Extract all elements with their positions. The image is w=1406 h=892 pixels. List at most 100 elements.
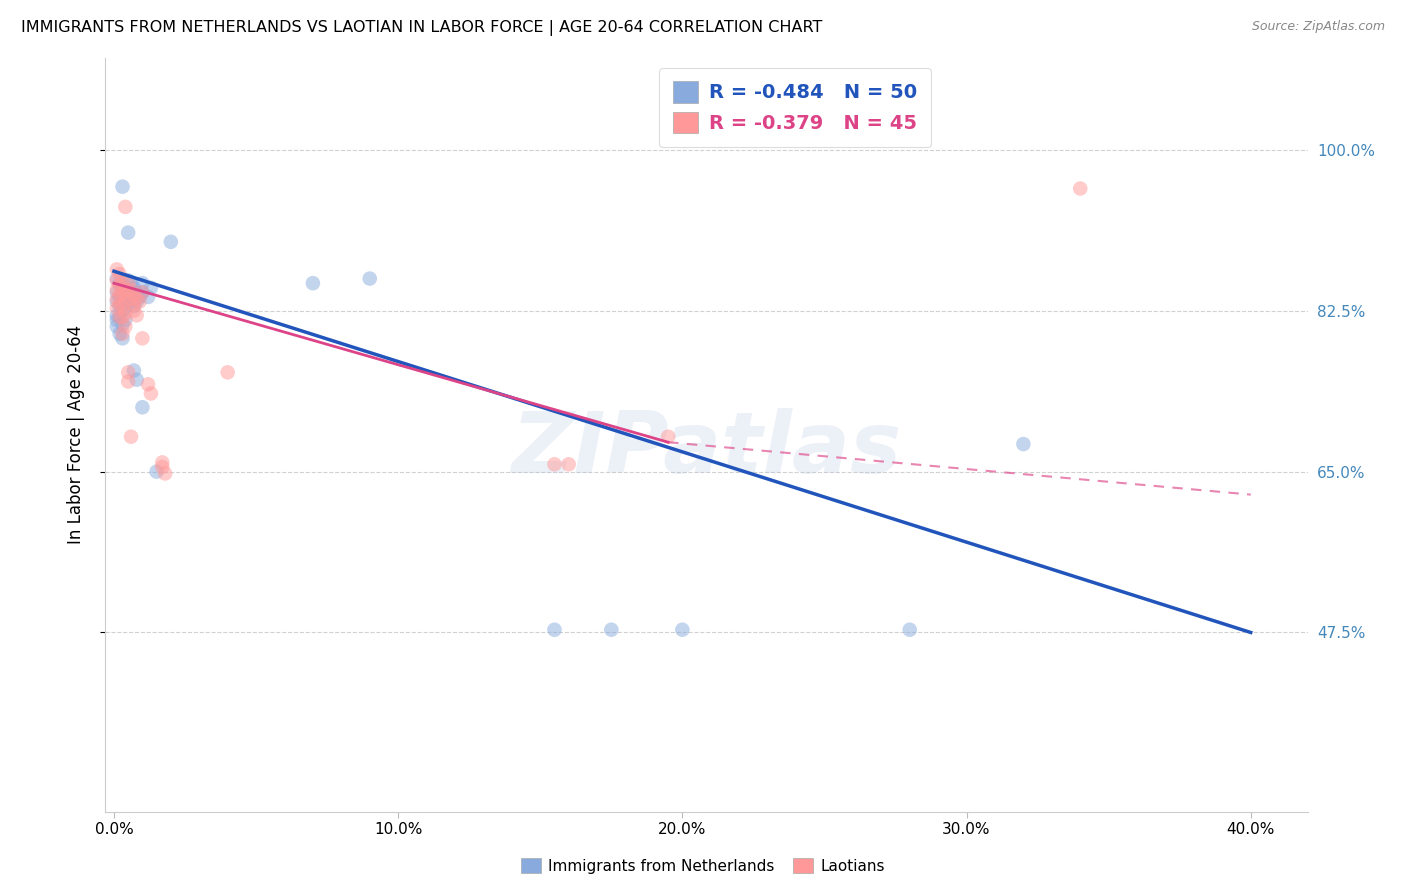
Y-axis label: In Labor Force | Age 20-64: In Labor Force | Age 20-64 — [66, 326, 84, 544]
Point — [114, 306, 136, 320]
Point — [122, 303, 145, 318]
Point — [1069, 181, 1091, 195]
Point — [117, 273, 139, 287]
Point — [117, 285, 139, 300]
Point — [108, 290, 131, 304]
Point — [120, 285, 142, 300]
Point — [105, 262, 128, 277]
Point — [105, 294, 128, 309]
Point — [111, 303, 134, 318]
Point — [120, 430, 142, 444]
Point — [105, 285, 128, 300]
Point — [543, 623, 565, 637]
Point — [108, 288, 131, 302]
Point — [105, 313, 128, 327]
Point — [136, 377, 159, 392]
Point — [111, 299, 134, 313]
Point — [359, 271, 381, 285]
Point — [105, 271, 128, 285]
Point — [131, 331, 153, 345]
Point — [120, 276, 142, 290]
Point — [114, 313, 136, 327]
Point — [114, 319, 136, 334]
Point — [125, 285, 148, 300]
Point — [108, 276, 131, 290]
Text: Source: ZipAtlas.com: Source: ZipAtlas.com — [1251, 20, 1385, 33]
Point — [105, 319, 128, 334]
Point — [125, 309, 148, 323]
Point — [125, 373, 148, 387]
Text: ZIPatlas: ZIPatlas — [512, 409, 901, 491]
Point — [153, 467, 176, 481]
Legend: R = -0.484   N = 50, R = -0.379   N = 45: R = -0.484 N = 50, R = -0.379 N = 45 — [659, 68, 931, 147]
Point — [120, 283, 142, 297]
Point — [117, 226, 139, 240]
Point — [302, 276, 325, 290]
Point — [114, 281, 136, 295]
Point — [114, 200, 136, 214]
Point — [122, 299, 145, 313]
Point — [117, 365, 139, 379]
Point — [145, 465, 167, 479]
Point — [105, 292, 128, 306]
Point — [120, 294, 142, 309]
Point — [105, 273, 128, 287]
Point — [150, 455, 173, 469]
Point — [125, 294, 148, 309]
Point — [111, 285, 134, 300]
Point — [105, 301, 128, 315]
Point — [108, 279, 131, 293]
Point — [108, 299, 131, 313]
Point — [108, 326, 131, 341]
Point — [1012, 437, 1035, 451]
Point — [111, 292, 134, 306]
Point — [131, 401, 153, 415]
Point — [108, 267, 131, 281]
Point — [543, 457, 565, 471]
Point — [111, 318, 134, 332]
Point — [122, 363, 145, 377]
Point — [159, 235, 181, 249]
Point — [122, 297, 145, 311]
Point — [657, 430, 679, 444]
Point — [136, 290, 159, 304]
Legend: Immigrants from Netherlands, Laotians: Immigrants from Netherlands, Laotians — [515, 852, 891, 880]
Point — [139, 281, 162, 295]
Point — [150, 460, 173, 475]
Point — [111, 310, 134, 325]
Point — [117, 276, 139, 290]
Point — [898, 623, 921, 637]
Point — [114, 301, 136, 315]
Point — [671, 623, 693, 637]
Point — [600, 623, 623, 637]
Point — [105, 309, 128, 323]
Point — [111, 179, 134, 194]
Point — [114, 290, 136, 304]
Point — [111, 275, 134, 289]
Point — [108, 297, 131, 311]
Point — [114, 283, 136, 297]
Point — [108, 310, 131, 325]
Point — [105, 283, 128, 297]
Point — [122, 288, 145, 302]
Point — [139, 386, 162, 401]
Point — [114, 293, 136, 308]
Point — [111, 331, 134, 345]
Point — [108, 310, 131, 325]
Point — [117, 285, 139, 300]
Text: IMMIGRANTS FROM NETHERLANDS VS LAOTIAN IN LABOR FORCE | AGE 20-64 CORRELATION CH: IMMIGRANTS FROM NETHERLANDS VS LAOTIAN I… — [21, 20, 823, 36]
Point — [131, 276, 153, 290]
Point — [117, 294, 139, 309]
Point — [120, 292, 142, 306]
Point — [125, 292, 148, 306]
Point — [111, 283, 134, 297]
Point — [111, 326, 134, 341]
Point — [122, 290, 145, 304]
Point — [131, 285, 153, 300]
Point — [117, 375, 139, 389]
Point — [122, 281, 145, 295]
Point — [131, 285, 153, 300]
Point — [128, 294, 150, 309]
Point — [557, 457, 579, 471]
Point — [128, 290, 150, 304]
